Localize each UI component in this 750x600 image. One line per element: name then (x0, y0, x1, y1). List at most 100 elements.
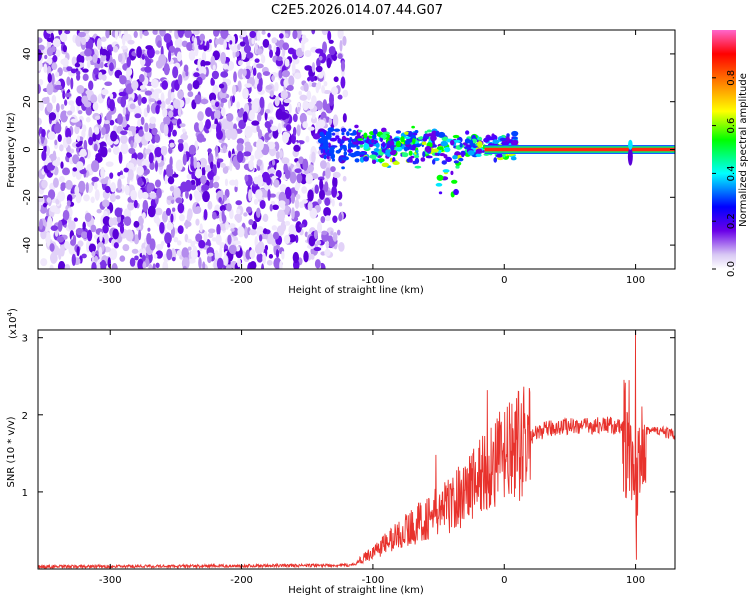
signal-blob (321, 136, 328, 144)
noise-blob (218, 197, 222, 203)
signal-blob (331, 132, 336, 136)
noise-blob (65, 179, 73, 190)
noise-blob (92, 101, 99, 111)
noise-blob (101, 126, 106, 136)
signal-blob (347, 139, 352, 143)
noise-blob (283, 98, 292, 104)
signal-blob (431, 148, 439, 153)
noise-blob (80, 231, 88, 239)
noise-blob (288, 103, 292, 114)
noise-blob (77, 240, 84, 247)
noise-blob (163, 115, 171, 126)
noise-blob (47, 216, 53, 228)
noise-blob (195, 218, 200, 226)
signal-blob (347, 153, 352, 156)
noise-blob (210, 77, 214, 86)
signal-blob (436, 174, 444, 181)
noise-blob (150, 93, 156, 98)
noise-blob (149, 192, 157, 199)
noise-blob (237, 43, 241, 51)
noise-blob (220, 30, 229, 39)
noise-blob (220, 71, 229, 78)
noise-blob (303, 82, 309, 92)
noise-blob (93, 143, 98, 152)
noise-blob (110, 130, 118, 142)
noise-blob (78, 31, 86, 38)
signal-blob (357, 129, 363, 133)
signal-blob (458, 157, 464, 162)
noise-blob (146, 183, 152, 194)
noise-blob (165, 207, 172, 216)
signal-blob (348, 141, 353, 147)
noise-blob (94, 115, 101, 120)
noise-blob (144, 132, 153, 142)
noise-blob (296, 173, 303, 184)
signal-blob (486, 136, 491, 142)
noise-blob (337, 53, 343, 60)
noise-blob (268, 43, 272, 51)
noise-blob (189, 193, 193, 201)
noise-blob (186, 42, 193, 51)
noise-blob (143, 30, 149, 36)
noise-blob (154, 179, 161, 188)
signal-blob (375, 142, 380, 149)
noise-blob (100, 259, 107, 269)
signal-blob (329, 137, 338, 142)
noise-blob (317, 176, 325, 181)
noise-blob (256, 174, 264, 187)
signal-blob (512, 136, 518, 140)
signal-blob (420, 157, 426, 162)
signal-blob (461, 151, 465, 158)
noise-blob (284, 113, 290, 119)
noise-blob (128, 125, 137, 133)
noise-blob (43, 63, 48, 73)
noise-blob (254, 149, 262, 160)
noise-blob (195, 168, 203, 179)
signal-blob (359, 143, 364, 148)
noise-blob (114, 30, 119, 40)
noise-blob (207, 254, 212, 264)
noise-blob (84, 212, 92, 223)
noise-blob (303, 250, 309, 263)
noise-blob (203, 45, 208, 52)
noise-blob (118, 151, 123, 164)
noise-blob (153, 253, 158, 259)
noise-blob (208, 92, 217, 103)
noise-blob (38, 37, 43, 44)
noise-blob (138, 74, 145, 83)
signal-blob (459, 142, 463, 148)
noise-blob (46, 82, 54, 96)
noise-blob (169, 142, 175, 148)
noise-blob (244, 174, 249, 182)
noise-blob (60, 182, 67, 190)
noise-blob (59, 144, 64, 152)
noise-blob (62, 90, 66, 100)
signal-blob (340, 145, 343, 151)
noise-blob (194, 94, 202, 105)
noise-blob (287, 47, 295, 55)
noise-blob (242, 68, 247, 77)
noise-blob (264, 233, 268, 240)
signal-blob (328, 150, 334, 154)
noise-blob (169, 156, 173, 168)
noise-blob (171, 88, 175, 93)
noise-blob (55, 198, 60, 205)
noise-blob (93, 181, 98, 190)
noise-blob (301, 34, 307, 40)
noise-blob (68, 220, 76, 231)
signal-blob (415, 143, 422, 147)
signal-blob (323, 154, 327, 160)
noise-blob (244, 103, 250, 114)
signal-blob (354, 158, 360, 163)
noise-blob (291, 192, 295, 204)
noise-blob (159, 30, 166, 37)
noise-blob (162, 107, 168, 118)
noise-blob (212, 64, 216, 71)
noise-blob (170, 213, 174, 223)
noise-blob (66, 136, 72, 145)
noise-blob (172, 173, 179, 178)
noise-blob (202, 261, 206, 269)
noise-blob (137, 189, 143, 200)
noise-blob (260, 54, 266, 64)
noise-blob (327, 235, 333, 243)
